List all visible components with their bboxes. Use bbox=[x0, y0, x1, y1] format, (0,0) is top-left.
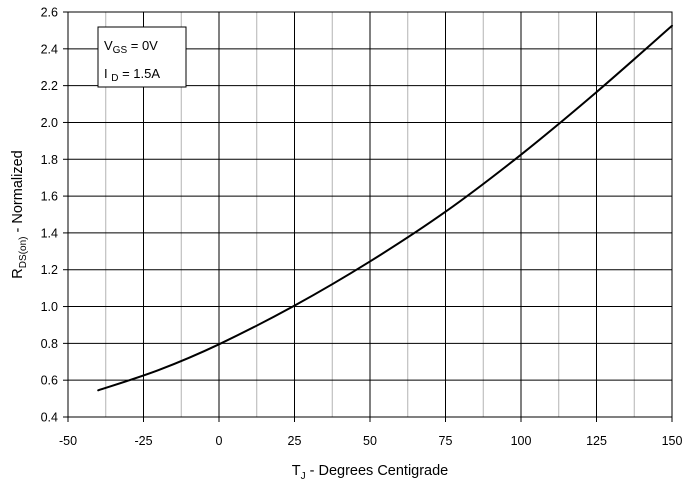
series-line bbox=[97, 24, 673, 392]
annotation-id-sub: D bbox=[111, 73, 118, 84]
y-axis-title-rest: - Normalized bbox=[10, 150, 26, 236]
y-tick-label: 1.2 bbox=[41, 263, 58, 277]
y-tick-label: 0.4 bbox=[41, 411, 58, 425]
annotation-id-main: I bbox=[104, 66, 111, 81]
legend-background bbox=[97, 26, 187, 88]
annotation-vgs-rest: = 0V bbox=[127, 38, 158, 53]
annotation-vgs: VGS = 0V bbox=[104, 38, 158, 56]
y-tick-label: 2.6 bbox=[41, 6, 58, 20]
y-axis-title-sub: DS(on) bbox=[18, 237, 29, 269]
x-tick-label: 25 bbox=[288, 434, 302, 448]
y-tick-label: 2.4 bbox=[41, 42, 58, 56]
series-layer bbox=[97, 24, 673, 392]
x-tick-label: 75 bbox=[439, 434, 453, 448]
legend-box: VGS = 0V I D = 1.5A bbox=[97, 26, 187, 88]
x-axis-title-rest: - Degrees Centigrade bbox=[306, 463, 449, 479]
x-axis-title-sub: J bbox=[301, 471, 306, 482]
y-tick-label: 1.8 bbox=[41, 153, 58, 167]
y-tick-label: 2.2 bbox=[41, 79, 58, 93]
x-tick-label: -50 bbox=[59, 434, 77, 448]
y-axis-ticks: 0.4 0.6 0.8 1.0 1.2 1.4 1.6 1.8 2.0 2.2 2.4 2.6 bbox=[41, 6, 68, 425]
y-tick-label: 2.0 bbox=[41, 116, 58, 130]
x-tick-label: 100 bbox=[511, 434, 532, 448]
x-tick-label: 150 bbox=[662, 434, 683, 448]
y-axis-title-main: R bbox=[10, 268, 26, 278]
major-gridlines bbox=[68, 12, 672, 417]
x-axis-ticks: -50 -25 0 25 50 75 100 125 150 bbox=[59, 417, 683, 448]
y-tick-label: 0.6 bbox=[41, 374, 58, 388]
y-tick-label: 1.6 bbox=[41, 190, 58, 204]
x-tick-label: -25 bbox=[134, 434, 152, 448]
annotation-vgs-sub: GS bbox=[113, 45, 128, 56]
x-tick-label: 0 bbox=[216, 434, 223, 448]
y-tick-label: 1.0 bbox=[41, 300, 58, 314]
x-tick-label: 50 bbox=[363, 434, 377, 448]
annotation-id-rest: = 1.5A bbox=[118, 66, 160, 81]
y-axis-title: RDS(on) - Normalized bbox=[10, 150, 29, 278]
x-axis-title-main: T bbox=[292, 463, 301, 479]
y-tick-label: 1.4 bbox=[41, 226, 58, 240]
annotation-vgs-main: V bbox=[104, 38, 113, 53]
x-axis-title: TJ - Degrees Centigrade bbox=[292, 463, 449, 482]
y-tick-label: 0.8 bbox=[41, 337, 58, 351]
x-tick-label: 125 bbox=[586, 434, 607, 448]
annotation-id: I D = 1.5A bbox=[104, 66, 160, 84]
